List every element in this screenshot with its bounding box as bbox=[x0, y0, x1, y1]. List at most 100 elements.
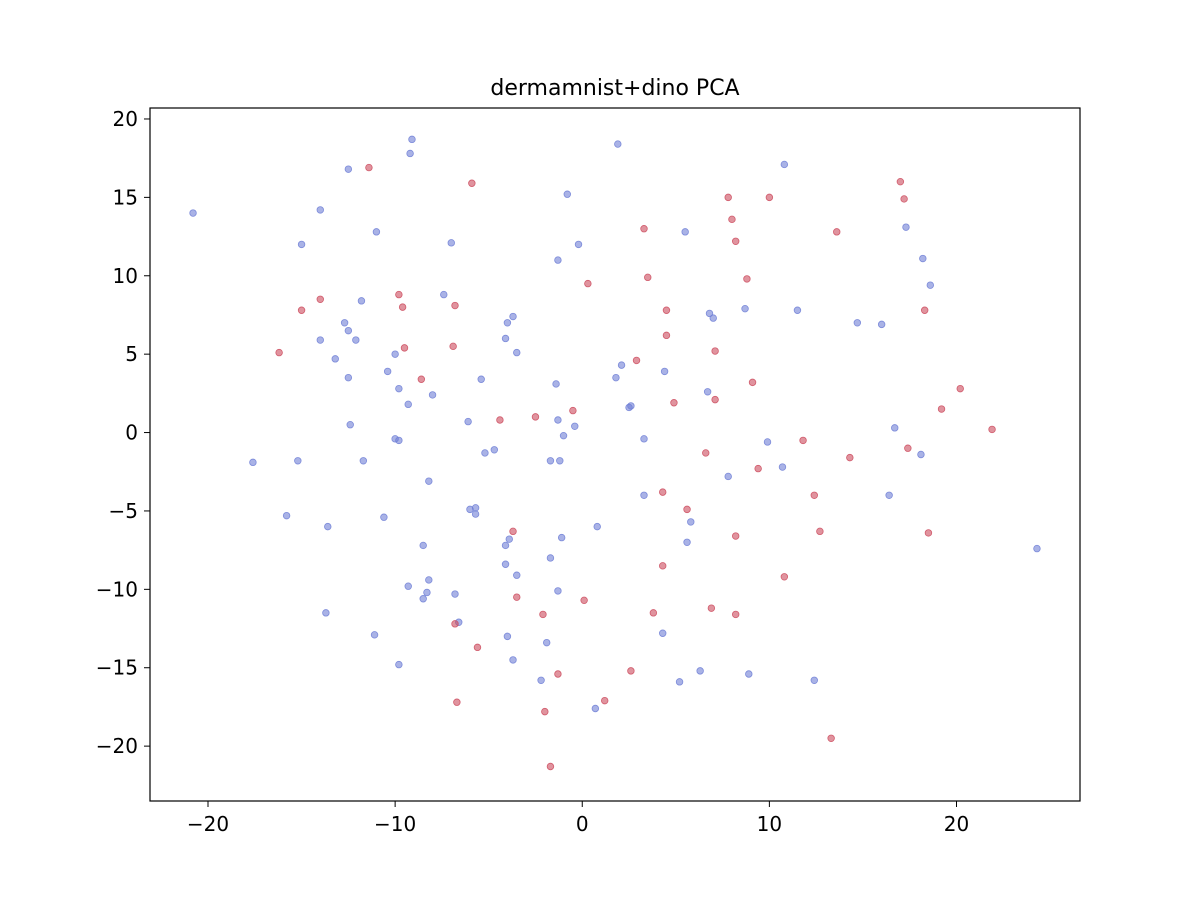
data-point-blue-9 bbox=[372, 228, 381, 236]
data-point-blue-71 bbox=[282, 511, 291, 520]
data-point-blue-103 bbox=[537, 676, 545, 684]
data-point-blue-29 bbox=[793, 306, 802, 314]
data-point-blue-18 bbox=[357, 297, 366, 305]
data-point-blue-79 bbox=[505, 535, 513, 543]
data-point-blue-85 bbox=[501, 560, 510, 568]
data-point-red-41 bbox=[659, 488, 667, 496]
data-point-blue-22 bbox=[344, 326, 353, 335]
data-point-blue-5 bbox=[780, 160, 789, 169]
data-point-blue-16 bbox=[926, 281, 935, 289]
data-point-blue-92 bbox=[451, 590, 459, 598]
data-point-blue-15 bbox=[919, 254, 927, 263]
data-point-blue-58 bbox=[249, 458, 257, 467]
data-point-blue-34 bbox=[513, 348, 521, 357]
data-point-blue-2 bbox=[406, 149, 414, 158]
data-point-red-45 bbox=[731, 532, 740, 540]
data-point-red-55 bbox=[731, 610, 740, 619]
data-point-blue-0 bbox=[189, 209, 197, 217]
data-point-blue-54 bbox=[395, 436, 403, 445]
data-point-red-7 bbox=[640, 225, 648, 233]
data-point-blue-1 bbox=[408, 135, 416, 144]
data-point-blue-89 bbox=[404, 582, 412, 590]
y-tick-label: 15 bbox=[113, 185, 138, 209]
data-point-red-0 bbox=[365, 163, 373, 172]
data-point-red-60 bbox=[453, 698, 461, 706]
data-point-blue-62 bbox=[490, 446, 499, 454]
data-point-blue-52 bbox=[559, 431, 568, 440]
x-tick-label: −20 bbox=[187, 812, 229, 836]
data-point-blue-102 bbox=[696, 667, 704, 675]
data-point-blue-101 bbox=[509, 656, 517, 664]
data-point-red-50 bbox=[513, 593, 521, 601]
data-point-blue-67 bbox=[917, 450, 925, 459]
data-point-red-43 bbox=[683, 505, 691, 514]
data-point-red-58 bbox=[627, 667, 635, 675]
data-point-red-31 bbox=[937, 405, 946, 413]
y-tick-label: −15 bbox=[96, 656, 138, 680]
data-point-red-39 bbox=[846, 453, 854, 462]
data-point-blue-39 bbox=[612, 373, 620, 382]
data-point-blue-35 bbox=[617, 361, 626, 369]
data-point-blue-8 bbox=[297, 240, 306, 249]
data-point-blue-107 bbox=[591, 704, 600, 713]
data-point-red-18 bbox=[662, 306, 671, 314]
x-tick-label: 0 bbox=[576, 812, 589, 836]
data-point-blue-55 bbox=[640, 435, 648, 443]
data-point-blue-100 bbox=[395, 660, 403, 669]
data-point-red-47 bbox=[924, 529, 933, 537]
data-point-red-63 bbox=[827, 734, 835, 742]
data-point-red-20 bbox=[662, 331, 671, 340]
data-point-red-42 bbox=[810, 491, 818, 499]
data-point-red-51 bbox=[580, 596, 588, 605]
data-point-red-27 bbox=[748, 378, 757, 387]
data-point-red-2 bbox=[724, 193, 732, 202]
y-tick-label: −20 bbox=[96, 734, 138, 758]
y-tick-label: 10 bbox=[113, 264, 138, 288]
chart-title: dermamnist+dino PCA bbox=[490, 76, 739, 101]
data-point-blue-44 bbox=[428, 391, 437, 399]
data-point-blue-87 bbox=[1033, 544, 1041, 553]
data-point-blue-41 bbox=[395, 384, 403, 393]
data-point-blue-3 bbox=[344, 165, 353, 173]
data-point-blue-56 bbox=[763, 438, 772, 446]
x-tick-label: 20 bbox=[944, 812, 969, 836]
data-point-blue-42 bbox=[552, 380, 560, 388]
data-point-red-28 bbox=[956, 384, 964, 393]
data-point-blue-43 bbox=[703, 388, 712, 396]
data-point-blue-32 bbox=[331, 355, 339, 363]
data-point-blue-90 bbox=[423, 588, 431, 597]
data-point-red-9 bbox=[731, 237, 740, 245]
data-point-blue-11 bbox=[554, 256, 562, 264]
data-point-blue-75 bbox=[471, 510, 480, 518]
data-point-blue-14 bbox=[902, 223, 910, 231]
data-point-blue-37 bbox=[344, 373, 353, 382]
data-point-red-36 bbox=[799, 436, 807, 445]
data-point-red-23 bbox=[449, 342, 457, 351]
data-point-blue-93 bbox=[554, 587, 562, 595]
data-point-blue-30 bbox=[853, 319, 862, 327]
data-point-blue-98 bbox=[543, 638, 551, 647]
data-point-blue-38 bbox=[477, 375, 485, 383]
data-point-red-44 bbox=[509, 527, 517, 536]
data-point-blue-48 bbox=[346, 421, 354, 429]
data-point-blue-4 bbox=[614, 140, 622, 148]
x-axis: −20 −10 0 10 20 bbox=[187, 801, 969, 836]
data-point-blue-94 bbox=[322, 609, 330, 617]
data-point-red-21 bbox=[275, 348, 283, 357]
data-point-blue-63 bbox=[546, 457, 555, 465]
points-layer bbox=[189, 135, 1041, 771]
data-point-blue-70 bbox=[885, 491, 893, 499]
data-point-blue-25 bbox=[501, 334, 510, 343]
data-point-blue-49 bbox=[464, 417, 472, 426]
data-point-red-49 bbox=[780, 573, 789, 581]
data-point-blue-72 bbox=[380, 513, 388, 521]
data-point-blue-77 bbox=[593, 522, 601, 531]
data-point-blue-26 bbox=[705, 309, 714, 318]
data-point-red-8 bbox=[833, 228, 841, 236]
data-point-red-62 bbox=[541, 707, 549, 716]
data-point-blue-96 bbox=[370, 631, 379, 639]
data-point-blue-21 bbox=[340, 319, 349, 327]
data-point-red-32 bbox=[569, 406, 577, 415]
data-point-red-37 bbox=[904, 444, 912, 452]
